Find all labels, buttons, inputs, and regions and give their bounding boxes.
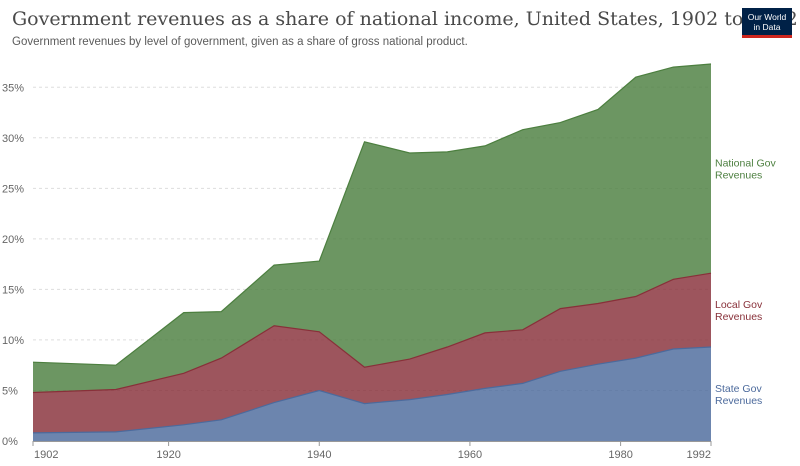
x-tick-label: 1960 <box>458 449 482 461</box>
data-point-1-1962[interactable] <box>483 331 487 335</box>
data-point-1-1952[interactable] <box>408 357 412 361</box>
series-area-1[interactable] <box>33 273 711 433</box>
series-line-0 <box>32 346 712 434</box>
y-tick-label: 0% <box>2 436 18 448</box>
data-point-0-1957[interactable] <box>445 393 449 397</box>
chart-subtitle: Government revenues by level of governme… <box>12 36 468 48</box>
data-point-1-1972[interactable] <box>558 307 562 311</box>
data-point-2-1992[interactable] <box>709 62 713 66</box>
data-point-1-1927[interactable] <box>219 356 223 360</box>
data-point-0-1922[interactable] <box>182 423 186 427</box>
data-point-1-1946[interactable] <box>362 365 366 369</box>
data-point-2-1962[interactable] <box>483 144 487 148</box>
series-label: National Gov <box>715 158 776 170</box>
logo-line-1: Our World <box>747 12 787 22</box>
series-line-2 <box>32 63 712 366</box>
owid-logo[interactable]: Our World in Data <box>742 8 792 38</box>
data-point-1-1987[interactable] <box>671 277 675 281</box>
data-point-1-1913[interactable] <box>114 387 118 391</box>
series-label: Revenues <box>715 311 762 323</box>
data-point-1-1957[interactable] <box>445 345 449 349</box>
data-point-0-1982[interactable] <box>634 356 638 360</box>
y-tick-label: 15% <box>2 284 24 296</box>
data-point-2-1977[interactable] <box>596 108 600 112</box>
data-point-0-1927[interactable] <box>219 418 223 422</box>
y-tick-label: 35% <box>2 82 24 94</box>
data-point-2-1927[interactable] <box>219 310 223 314</box>
y-tick-label: 5% <box>2 385 18 397</box>
chart-title: Government revenues as a share of nation… <box>12 8 798 30</box>
data-point-1-1922[interactable] <box>182 371 186 375</box>
series-line-1 <box>32 272 712 394</box>
data-point-0-1962[interactable] <box>483 386 487 390</box>
data-point-0-1934[interactable] <box>272 401 276 405</box>
x-tick-label: 1940 <box>307 449 331 461</box>
series-label: State Gov <box>715 383 762 395</box>
data-point-1-1940[interactable] <box>317 330 321 334</box>
data-point-2-1946[interactable] <box>362 140 366 144</box>
data-point-2-1957[interactable] <box>445 150 449 154</box>
x-tick-label: 1902 <box>34 449 58 461</box>
data-point-1-1967[interactable] <box>521 328 525 332</box>
series-label: Local Gov <box>715 299 763 311</box>
x-tick-label: 1992 <box>687 449 711 461</box>
data-point-2-1940[interactable] <box>317 259 321 263</box>
data-point-0-1952[interactable] <box>408 398 412 402</box>
data-point-0-1946[interactable] <box>362 402 366 406</box>
y-tick-label: 30% <box>2 133 24 145</box>
data-point-2-1987[interactable] <box>671 65 675 69</box>
data-point-2-1922[interactable] <box>182 311 186 315</box>
x-tick-label: 1980 <box>608 449 632 461</box>
series-area-0[interactable] <box>33 347 711 441</box>
data-point-2-1972[interactable] <box>558 121 562 125</box>
data-point-2-1902[interactable] <box>31 360 35 364</box>
series-area-2[interactable] <box>33 64 711 393</box>
data-point-1-1982[interactable] <box>634 294 638 298</box>
y-tick-label: 25% <box>2 183 24 195</box>
data-point-2-1967[interactable] <box>521 128 525 132</box>
data-point-0-1992[interactable] <box>709 345 713 349</box>
y-tick-label: 20% <box>2 234 24 246</box>
data-point-1-1902[interactable] <box>31 390 35 394</box>
series-label: Revenues <box>715 395 762 407</box>
logo-line-2: in Data <box>753 22 781 32</box>
data-point-0-1967[interactable] <box>521 381 525 385</box>
series-label: Revenues <box>715 170 762 182</box>
data-point-0-1987[interactable] <box>671 347 675 351</box>
data-point-0-1972[interactable] <box>558 369 562 373</box>
data-point-1-1992[interactable] <box>709 271 713 275</box>
data-point-1-1934[interactable] <box>272 324 276 328</box>
data-point-0-1913[interactable] <box>114 430 118 434</box>
data-point-2-1952[interactable] <box>408 151 412 155</box>
data-point-2-1934[interactable] <box>272 263 276 267</box>
y-tick-label: 10% <box>2 335 24 347</box>
x-tick-label: 1920 <box>156 449 180 461</box>
data-point-0-1940[interactable] <box>317 388 321 392</box>
data-point-1-1977[interactable] <box>596 302 600 306</box>
data-point-2-1982[interactable] <box>634 75 638 79</box>
data-point-0-1977[interactable] <box>596 362 600 366</box>
data-point-2-1913[interactable] <box>114 363 118 367</box>
data-point-0-1902[interactable] <box>31 431 35 435</box>
